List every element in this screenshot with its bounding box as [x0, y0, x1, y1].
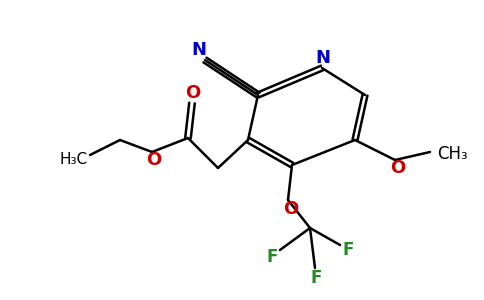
Text: F: F [310, 269, 322, 287]
Text: N: N [192, 41, 207, 59]
Text: O: O [283, 200, 299, 218]
Text: F: F [342, 241, 354, 259]
Text: O: O [146, 151, 162, 169]
Text: CH₃: CH₃ [437, 145, 468, 163]
Text: H₃C: H₃C [60, 152, 88, 166]
Text: O: O [391, 159, 406, 177]
Text: N: N [316, 49, 331, 67]
Text: F: F [266, 248, 278, 266]
Text: O: O [185, 84, 201, 102]
